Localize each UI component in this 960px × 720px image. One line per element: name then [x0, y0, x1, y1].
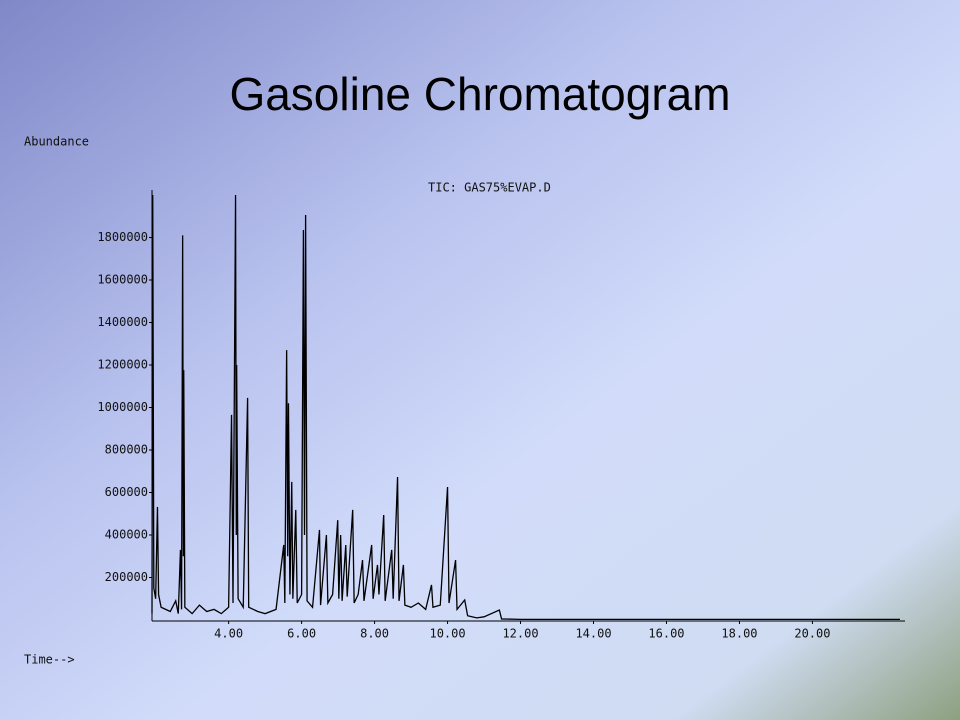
y-tick-label: 1200000 — [97, 358, 148, 372]
x-tick-label: 18.00 — [721, 627, 757, 641]
y-tick-label: 200000 — [105, 570, 148, 584]
chromatogram-line — [151, 194, 900, 621]
x-axis-label: Time--> — [24, 653, 75, 667]
x-tick-label: 6.00 — [287, 627, 316, 641]
annotation: TIC: GAS75%EVAP.D — [428, 181, 551, 195]
x-tick-label: 20.00 — [794, 627, 830, 641]
y-tick-label: 1800000 — [97, 230, 148, 244]
x-tick-label: 10.00 — [429, 627, 465, 641]
x-tick-label: 16.00 — [648, 627, 684, 641]
y-tick-label: 1400000 — [97, 315, 148, 329]
x-tick-label: 8.00 — [360, 627, 389, 641]
y-tick-label: 1000000 — [97, 400, 148, 414]
y-tick-label: 1600000 — [97, 273, 148, 287]
y-tick-label: 400000 — [105, 528, 148, 542]
x-tick-label: 14.00 — [575, 627, 611, 641]
y-tick-label: 600000 — [105, 485, 148, 499]
y-tick-label: 800000 — [105, 443, 148, 457]
x-tick-label: 12.00 — [502, 627, 538, 641]
y-axis-label: Abundance — [24, 135, 89, 149]
chart-title: Gasoline Chromatogram — [229, 68, 730, 120]
x-tick-label: 4.00 — [214, 627, 243, 641]
